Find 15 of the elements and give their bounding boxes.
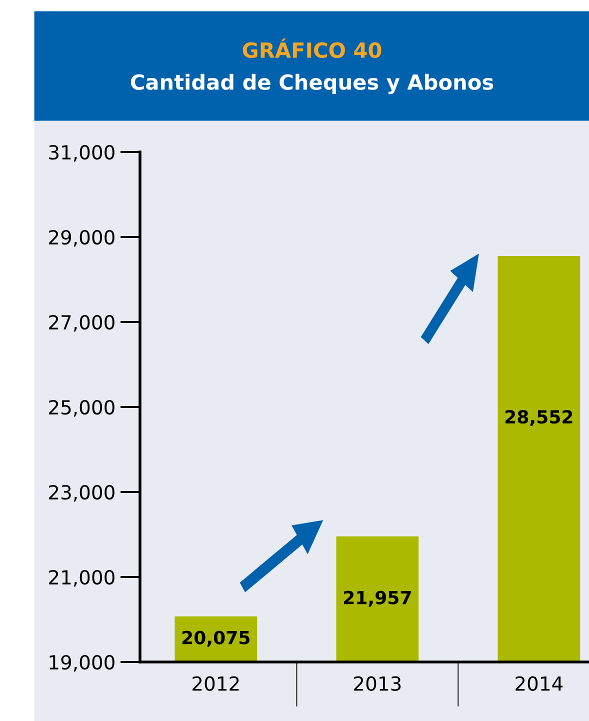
y-tick-label: 25,000 [49, 400, 114, 417]
y-tick-label: 23,000 [49, 484, 114, 502]
y-tick-label: 21,000 [49, 570, 114, 587]
y-tick-label: 27,000 [49, 314, 114, 332]
x-tick-label: 2013 [354, 676, 401, 691]
chart-subtitle: Cantidad de Cheques y Abonos [130, 74, 494, 94]
y-tick-label: 31,000 [49, 144, 114, 162]
x-tick-label: 2014 [516, 676, 563, 691]
y-tick-label: 19,000 [50, 654, 114, 672]
y-tick-label: 29,000 [49, 230, 114, 247]
data-label: 21,957 [344, 590, 411, 607]
data-label: 28,552 [506, 410, 572, 426]
chart-title: GRÁFICO 40 [242, 38, 382, 58]
x-tick-label: 2012 [192, 676, 239, 691]
data-label: 20,075 [182, 630, 250, 647]
